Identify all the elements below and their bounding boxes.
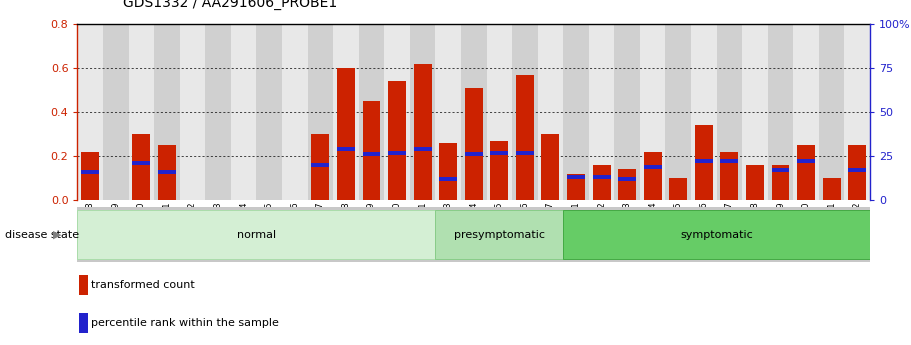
Bar: [103, 24, 128, 200]
Bar: [384, 24, 410, 200]
Bar: [592, 165, 610, 200]
Bar: [516, 151, 534, 155]
Bar: [154, 24, 179, 200]
Bar: [563, 210, 870, 259]
Bar: [537, 24, 563, 200]
Bar: [848, 168, 866, 172]
Bar: [333, 24, 359, 200]
Bar: [695, 125, 712, 200]
Bar: [158, 170, 176, 174]
Bar: [541, 134, 559, 200]
Bar: [79, 275, 88, 295]
Bar: [256, 24, 282, 200]
Bar: [670, 178, 687, 200]
Bar: [516, 75, 534, 200]
Bar: [644, 152, 661, 200]
Text: ▶: ▶: [54, 230, 62, 239]
Bar: [797, 159, 815, 164]
Bar: [414, 147, 432, 151]
Bar: [721, 159, 738, 164]
Bar: [589, 24, 614, 200]
Bar: [768, 24, 793, 200]
Bar: [772, 168, 790, 172]
Bar: [465, 88, 483, 200]
Bar: [793, 24, 819, 200]
Bar: [312, 163, 329, 167]
Bar: [490, 151, 508, 155]
Bar: [772, 165, 790, 200]
Bar: [721, 152, 738, 200]
Bar: [359, 24, 384, 200]
Bar: [158, 145, 176, 200]
Bar: [614, 24, 640, 200]
Bar: [640, 24, 665, 200]
Bar: [388, 81, 406, 200]
Bar: [512, 24, 537, 200]
Bar: [179, 24, 205, 200]
Bar: [308, 24, 333, 200]
Text: GDS1332 / AA291606_PROBE1: GDS1332 / AA291606_PROBE1: [123, 0, 337, 10]
Bar: [81, 170, 99, 174]
Text: presymptomatic: presymptomatic: [454, 230, 545, 239]
Bar: [844, 24, 870, 200]
Bar: [461, 24, 486, 200]
Bar: [79, 313, 88, 333]
Bar: [592, 175, 610, 179]
Bar: [819, 24, 844, 200]
Bar: [410, 24, 435, 200]
Bar: [823, 178, 841, 200]
Bar: [77, 210, 435, 259]
Bar: [746, 165, 764, 200]
Bar: [230, 24, 256, 200]
Bar: [439, 177, 457, 181]
Bar: [435, 210, 563, 259]
Text: symptomatic: symptomatic: [681, 230, 753, 239]
Bar: [486, 24, 512, 200]
Bar: [435, 24, 461, 200]
Bar: [337, 68, 354, 200]
Bar: [77, 207, 870, 262]
Bar: [695, 159, 712, 164]
Bar: [363, 152, 381, 156]
Bar: [567, 175, 585, 179]
Bar: [644, 165, 661, 169]
Text: transformed count: transformed count: [91, 280, 195, 290]
Bar: [619, 177, 636, 181]
Bar: [691, 24, 717, 200]
Text: percentile rank within the sample: percentile rank within the sample: [91, 318, 279, 328]
Text: normal: normal: [237, 230, 276, 239]
Bar: [797, 145, 815, 200]
Bar: [848, 145, 866, 200]
Bar: [81, 152, 99, 200]
Bar: [439, 143, 457, 200]
Bar: [563, 24, 589, 200]
Bar: [77, 24, 103, 200]
Bar: [337, 147, 354, 151]
Text: disease state: disease state: [5, 230, 78, 239]
Bar: [128, 24, 154, 200]
Bar: [282, 24, 308, 200]
Bar: [132, 161, 150, 165]
Bar: [665, 24, 691, 200]
Bar: [742, 24, 768, 200]
Bar: [465, 152, 483, 156]
Bar: [717, 24, 742, 200]
Bar: [363, 101, 381, 200]
Bar: [132, 134, 150, 200]
Bar: [414, 64, 432, 200]
Bar: [205, 24, 230, 200]
Bar: [619, 169, 636, 200]
Bar: [490, 141, 508, 200]
Bar: [312, 134, 329, 200]
Bar: [567, 174, 585, 200]
Bar: [388, 151, 406, 155]
